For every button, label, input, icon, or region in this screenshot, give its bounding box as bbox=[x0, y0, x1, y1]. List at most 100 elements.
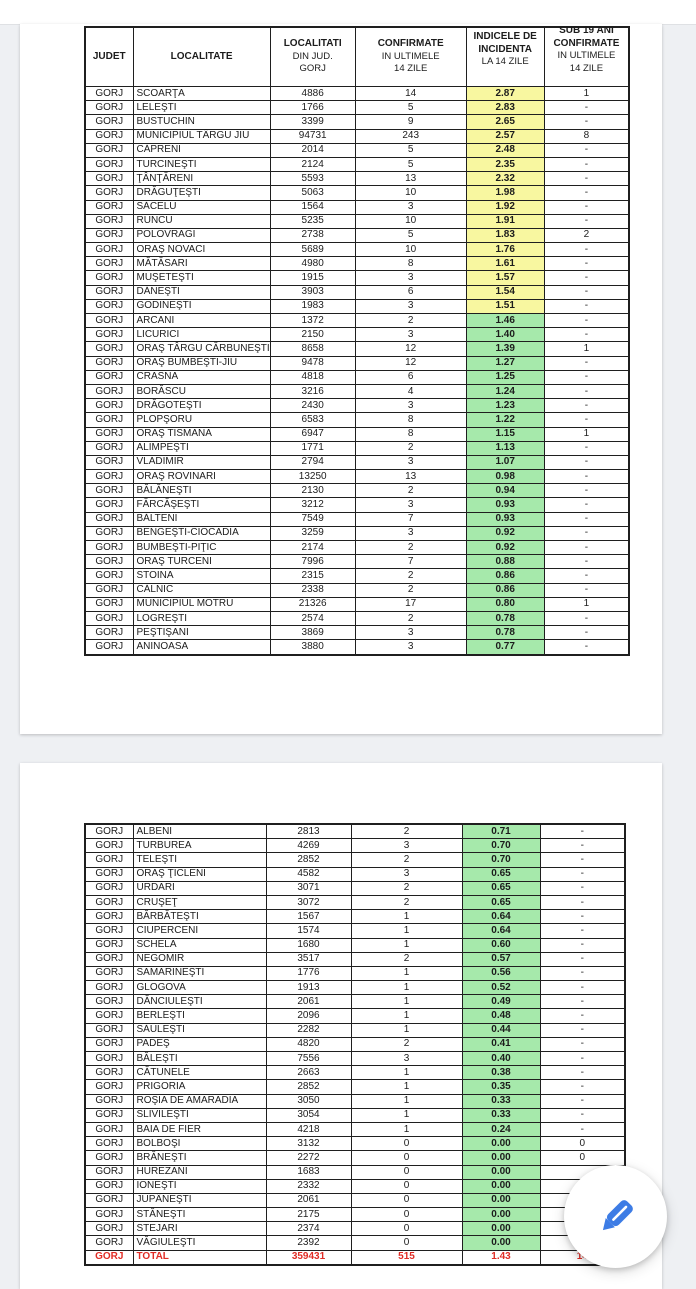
cell-confirmate: 1 bbox=[350, 1107, 463, 1123]
table-row: GORJ BOLBOŞI 3132 0 0.00 0 bbox=[84, 1136, 626, 1152]
cell-localitate: PADEŞ bbox=[132, 1036, 267, 1053]
cell-localitati-din-jud: 1913 bbox=[265, 980, 352, 996]
cell-confirmate: 5 bbox=[354, 142, 467, 158]
cell-sub19: - bbox=[543, 100, 630, 116]
cell-judet: GORJ bbox=[84, 312, 134, 329]
cell-judet: GORJ bbox=[84, 1022, 134, 1038]
cell-localitate: BRĂNEŞTI bbox=[132, 1150, 267, 1166]
cell-sub19: - bbox=[539, 1036, 626, 1053]
cell-sub19: - bbox=[539, 1121, 626, 1138]
cell-localitati-din-jud: 1567 bbox=[265, 909, 352, 925]
cell-incidenta: 0.38 bbox=[461, 1065, 541, 1081]
cell-incidenta: 0.78 bbox=[465, 625, 545, 641]
cell-confirmate: 10 bbox=[354, 242, 467, 258]
cell-judet: GORJ bbox=[84, 454, 134, 471]
table-row: GORJ IONEŞTI 2332 0 0.00 bbox=[84, 1178, 626, 1194]
cell-incidenta: 1.98 bbox=[465, 185, 545, 201]
cell-judet: GORJ bbox=[84, 1065, 134, 1081]
col-header-localitati-din-jud: LOCALITATI DIN JUD. GORJ bbox=[269, 26, 356, 87]
cell-confirmate: 10 bbox=[354, 185, 467, 201]
cell-incidenta: 1.24 bbox=[465, 383, 545, 400]
cell-confirmate: 0 bbox=[350, 1221, 463, 1237]
table-row: GORJ BAIA DE FIER 4218 1 0.24- bbox=[84, 1121, 626, 1138]
cell-localitate: CRASNA bbox=[132, 369, 271, 385]
cell-localitate: VĂGIULEŞTI bbox=[132, 1235, 267, 1251]
cell-localitati-din-jud: 94731 bbox=[269, 128, 356, 144]
table-row: GORJ CĂPRENI 2014 5 2.48- bbox=[84, 142, 630, 158]
cell-judet: GORJ bbox=[84, 469, 134, 485]
cell-localitati-din-jud: 1983 bbox=[269, 298, 356, 315]
cell-sub19: - bbox=[543, 242, 630, 258]
cell-incidenta: 1.46 bbox=[465, 312, 545, 329]
cell-localitate: CĂLNIC bbox=[132, 582, 271, 598]
cell-sub19: - bbox=[543, 539, 630, 556]
table-body-page-2: GORJ ALBENI 2813 2 0.71- GORJ TURBUREA 4269 3 0.7… bbox=[84, 823, 626, 1266]
cell-confirmate: 2 bbox=[350, 951, 463, 967]
cell-localitate: BUMBEŞTI-PIŢIC bbox=[132, 539, 271, 556]
cell-localitati-din-jud: 2794 bbox=[269, 454, 356, 471]
col-header-judet: JUDET bbox=[84, 26, 134, 87]
cell-sub19: - bbox=[539, 1079, 626, 1095]
cell-localitati-din-jud: 2852 bbox=[265, 1079, 352, 1095]
cell-confirmate: 1 bbox=[350, 1065, 463, 1081]
cell-judet: GORJ bbox=[84, 1036, 134, 1053]
cell-localitate: ORAŞ BUMBEŞTI-JIU bbox=[132, 355, 271, 371]
cell-judet: GORJ bbox=[84, 355, 134, 371]
incidence-table-page-2: GORJ ALBENI 2813 2 0.71- GORJ TURBUREA 4269 3 0.7… bbox=[84, 823, 626, 1266]
cell-judet: GORJ bbox=[84, 341, 134, 357]
cell-localitate: STEJARI bbox=[132, 1221, 267, 1237]
cell-incidenta: 1.07 bbox=[465, 454, 545, 471]
cell-confirmate: 1 bbox=[350, 980, 463, 996]
cell-judet: GORJ bbox=[84, 937, 134, 953]
cell-incidenta: 0.24 bbox=[461, 1121, 541, 1138]
cell-sub19: - bbox=[543, 256, 630, 272]
cell-confirmate: 9 bbox=[354, 114, 467, 130]
table-row: GORJ PEŞTIŞANI 3869 3 0.78- bbox=[84, 625, 630, 641]
table-row: GORJ CĂLNIC 2338 2 0.86- bbox=[84, 582, 630, 598]
cell-localitate: GLOGOVA bbox=[132, 980, 267, 996]
cell-localitati-din-jud: 5689 bbox=[269, 242, 356, 258]
table-row: GORJ BĂRBĂTEŞTI 1567 1 0.64- bbox=[84, 909, 626, 925]
cell-judet: GORJ bbox=[84, 156, 134, 173]
table-row: GORJ ORAŞ ŢICLENI 4582 3 0.65- bbox=[84, 866, 626, 882]
cell-incidenta: 0.41 bbox=[461, 1036, 541, 1053]
cell-localitate: CRUŞEŢ bbox=[132, 894, 267, 911]
cell-judet: GORJ bbox=[84, 951, 134, 967]
table-row: GORJ BENGEŞTI-CIOCADIA 3259 3 0.92- bbox=[84, 525, 630, 542]
cell-confirmate: 6 bbox=[354, 284, 467, 300]
table-row: GORJ SCOARŢA 4886 14 2.87 1 bbox=[84, 85, 630, 102]
cell-incidenta: 0.00 bbox=[461, 1235, 541, 1251]
table-row: GORJ ALBENI 2813 2 0.71- bbox=[84, 823, 626, 840]
edit-fab[interactable] bbox=[564, 1165, 667, 1268]
cell-localitati-din-jud: 4980 bbox=[269, 256, 356, 272]
cell-sub19: - bbox=[543, 284, 630, 300]
cell-localitate: BĂLTENI bbox=[132, 511, 271, 527]
cell-judet: GORJ bbox=[84, 1192, 134, 1209]
cell-localitate: STOINA bbox=[132, 568, 271, 584]
cell-sub19: 1 bbox=[543, 596, 630, 612]
cell-localitati-din-jud: 1564 bbox=[269, 199, 356, 215]
col-header-localitate: LOCALITATE bbox=[132, 26, 271, 87]
cell-localitati-din-jud: 1680 bbox=[265, 937, 352, 953]
col-header-sub19: SUB 19 ANI CONFIRMATE IN ULTIMELE 14 ZILE bbox=[543, 25, 630, 87]
cell-localitati-din-jud: 2574 bbox=[269, 610, 356, 627]
cell-judet: GORJ bbox=[84, 85, 134, 102]
cell-incidenta: 0.77 bbox=[465, 639, 545, 655]
cell-judet: GORJ bbox=[84, 525, 134, 542]
cell-confirmate: 2 bbox=[354, 568, 467, 584]
cell-judet: GORJ bbox=[84, 1178, 134, 1194]
cell-sub19: - bbox=[539, 937, 626, 953]
cell-localitate: ORAŞ NOVACI bbox=[132, 242, 271, 258]
cell-confirmate: 7 bbox=[354, 511, 467, 527]
cell-judet: GORJ bbox=[84, 1093, 134, 1109]
cell-localitati-din-jud: 2315 bbox=[269, 568, 356, 584]
cell-judet: GORJ bbox=[84, 511, 134, 527]
cell-incidenta: 0.56 bbox=[461, 965, 541, 982]
cell-localitati-din-jud: 2430 bbox=[269, 398, 356, 414]
cell-confirmate: 13 bbox=[354, 171, 467, 187]
cell-judet: GORJ bbox=[84, 1164, 134, 1180]
cell-confirmate: 1 bbox=[350, 1079, 463, 1095]
cell-localitate: DĂNCIULEŞTI bbox=[132, 994, 267, 1010]
cell-incidenta: 0.64 bbox=[461, 923, 541, 939]
cell-judet: GORJ bbox=[84, 100, 134, 116]
